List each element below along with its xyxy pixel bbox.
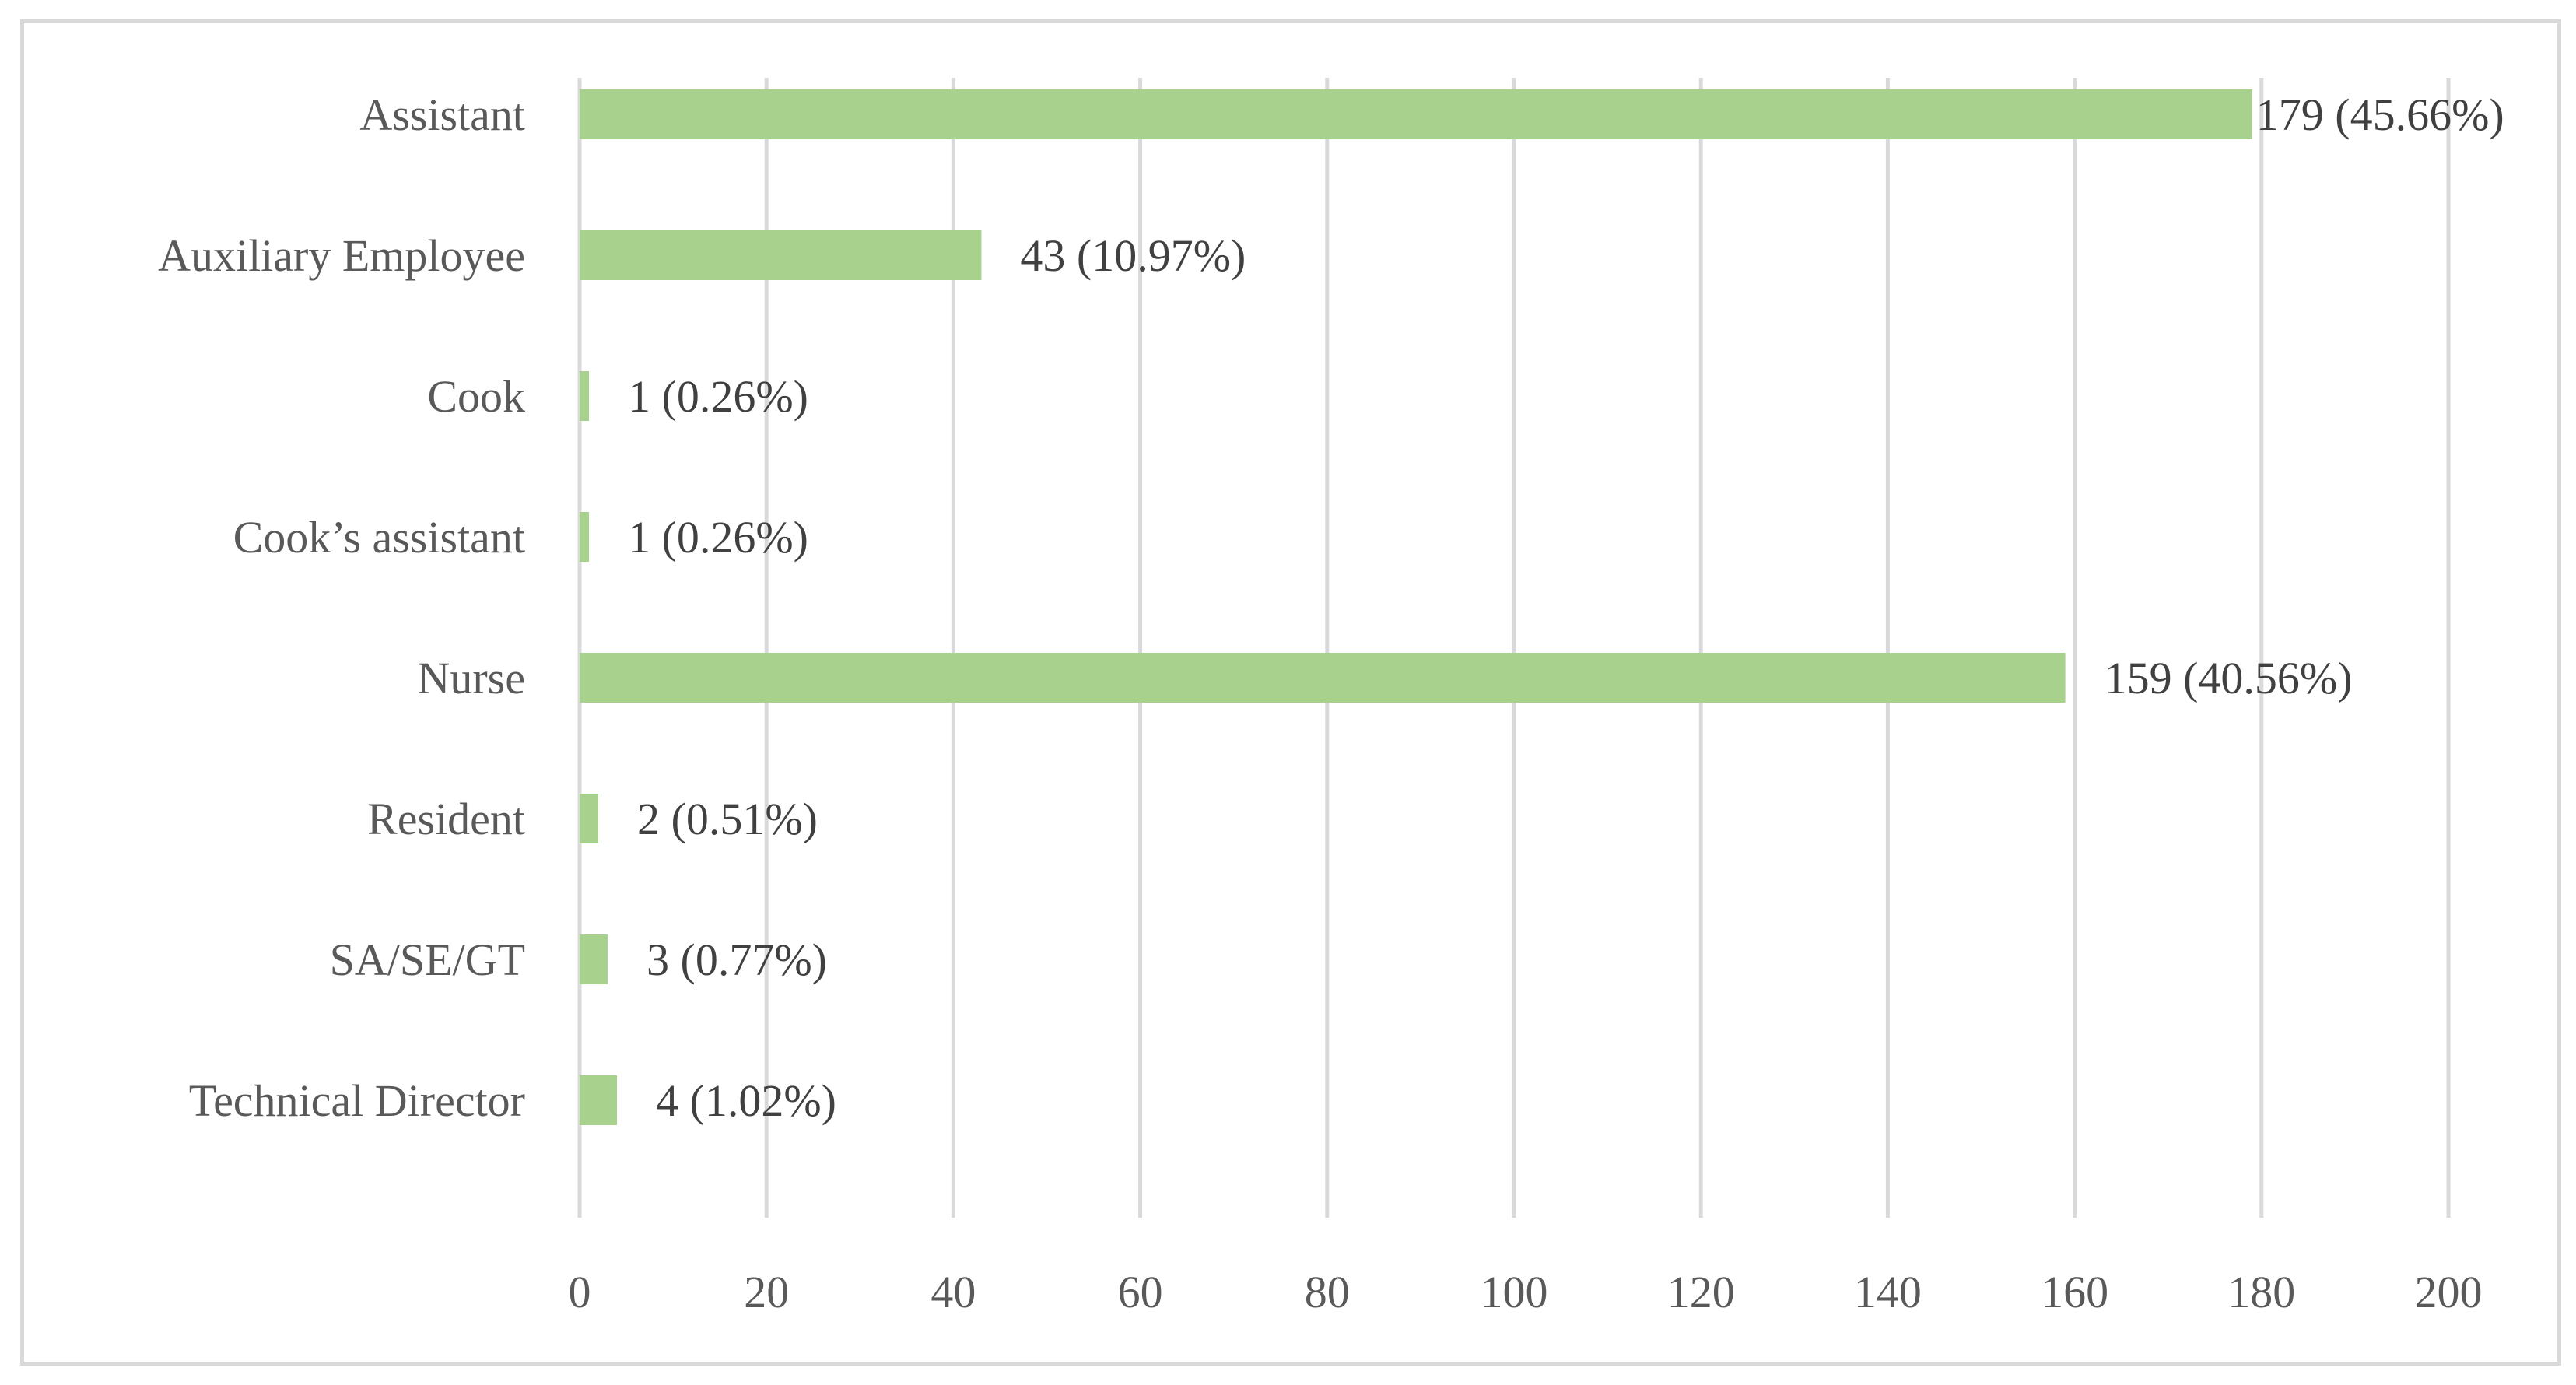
bar-6 bbox=[580, 934, 608, 984]
category-label: Cook bbox=[427, 371, 525, 422]
data-label: 3 (0.77%) bbox=[647, 934, 827, 985]
bar-4 bbox=[580, 653, 2066, 703]
data-label: 43 (10.97%) bbox=[1020, 230, 1246, 281]
x-tick-label: 40 bbox=[931, 1267, 976, 1317]
category-label: SA/SE/GT bbox=[330, 934, 525, 985]
category-label: Auxiliary Employee bbox=[158, 230, 525, 281]
x-tick-label: 100 bbox=[1481, 1267, 1548, 1317]
category-label: Assistant bbox=[359, 89, 525, 140]
x-tick-label: 160 bbox=[2041, 1267, 2108, 1317]
x-tick-label: 80 bbox=[1305, 1267, 1350, 1317]
x-axis-tick-labels: 0 20 40 60 80 100 120 140 160 180 200 bbox=[569, 1267, 2483, 1317]
category-labels: Assistant Auxiliary Employee Cook Cook’s as… bbox=[158, 89, 525, 1126]
data-labels: 179 (45.66%) 43 (10.97%) 1 (0.26%) 1 (0.26%… bbox=[628, 89, 2504, 1126]
category-label: Resident bbox=[367, 794, 525, 844]
x-tick-label: 180 bbox=[2227, 1267, 2295, 1317]
category-label: Cook’s assistant bbox=[233, 512, 525, 563]
x-tick-label: 140 bbox=[1854, 1267, 1922, 1317]
data-label: 1 (0.26%) bbox=[628, 371, 808, 422]
category-label: Technical Director bbox=[189, 1075, 525, 1126]
x-tick-label: 60 bbox=[1118, 1267, 1163, 1317]
data-label: 179 (45.66%) bbox=[2256, 89, 2504, 140]
bar-7 bbox=[580, 1075, 618, 1125]
bar-5 bbox=[580, 794, 599, 843]
bar-1 bbox=[580, 230, 982, 280]
x-tick-label: 200 bbox=[2415, 1267, 2483, 1317]
data-label: 2 (0.51%) bbox=[637, 794, 818, 844]
bars bbox=[580, 89, 2252, 1125]
x-tick-label: 120 bbox=[1667, 1267, 1735, 1317]
x-tick-label: 0 bbox=[569, 1267, 591, 1317]
x-tick-label: 20 bbox=[744, 1267, 789, 1317]
bar-2 bbox=[580, 371, 590, 421]
bar-3 bbox=[580, 512, 590, 562]
category-label: Nurse bbox=[417, 653, 525, 703]
data-label: 1 (0.26%) bbox=[628, 512, 808, 563]
data-label: 159 (40.56%) bbox=[2105, 653, 2353, 703]
bar-0 bbox=[580, 89, 2252, 139]
data-label: 4 (1.02%) bbox=[656, 1075, 836, 1126]
